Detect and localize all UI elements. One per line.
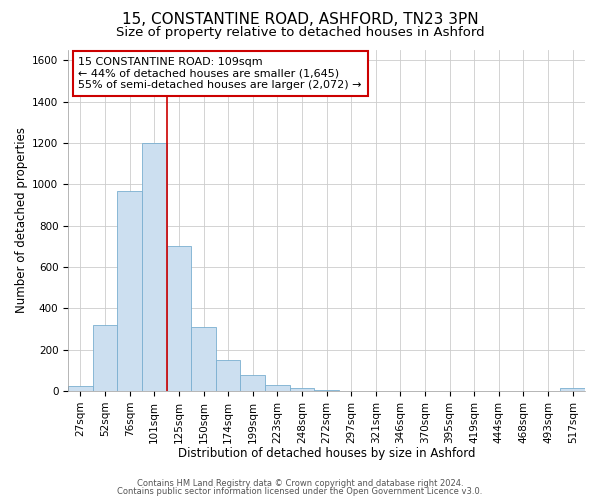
Bar <box>560 388 585 391</box>
Bar <box>290 388 314 391</box>
Bar <box>93 325 118 391</box>
Text: 15 CONSTANTINE ROAD: 109sqm
← 44% of detached houses are smaller (1,645)
55% of : 15 CONSTANTINE ROAD: 109sqm ← 44% of det… <box>79 57 362 90</box>
Bar <box>142 143 167 391</box>
Bar <box>191 327 216 391</box>
Bar <box>314 390 339 391</box>
Bar <box>265 385 290 391</box>
Bar <box>118 190 142 391</box>
Bar <box>167 246 191 391</box>
Bar <box>68 386 93 391</box>
Text: Contains public sector information licensed under the Open Government Licence v3: Contains public sector information licen… <box>118 487 482 496</box>
Bar <box>216 360 241 391</box>
Y-axis label: Number of detached properties: Number of detached properties <box>15 128 28 314</box>
Text: Contains HM Land Registry data © Crown copyright and database right 2024.: Contains HM Land Registry data © Crown c… <box>137 478 463 488</box>
Text: 15, CONSTANTINE ROAD, ASHFORD, TN23 3PN: 15, CONSTANTINE ROAD, ASHFORD, TN23 3PN <box>122 12 478 28</box>
X-axis label: Distribution of detached houses by size in Ashford: Distribution of detached houses by size … <box>178 447 475 460</box>
Text: Size of property relative to detached houses in Ashford: Size of property relative to detached ho… <box>116 26 484 39</box>
Bar <box>241 376 265 391</box>
